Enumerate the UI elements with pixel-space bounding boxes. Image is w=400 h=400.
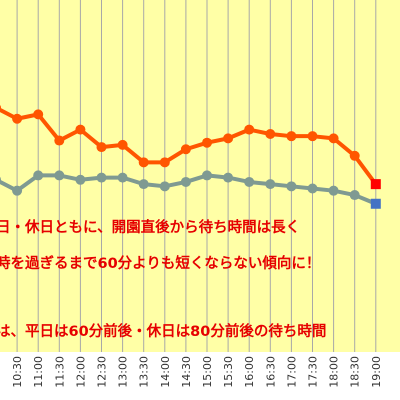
data-point (33, 170, 44, 181)
data-point (54, 135, 65, 146)
x-tick-label: 11:30 (53, 356, 66, 388)
data-point (117, 139, 128, 150)
x-tick-label: 15:30 (222, 356, 235, 388)
x-tick-label: 18:00 (328, 356, 341, 388)
data-point (117, 172, 128, 183)
data-point (159, 157, 170, 168)
end-marker-group (370, 179, 381, 209)
series-group (0, 104, 378, 206)
data-point (244, 176, 255, 187)
data-point (349, 190, 360, 201)
data-point (159, 181, 170, 192)
data-point (33, 109, 44, 120)
data-point (244, 124, 255, 135)
series-2 (0, 170, 378, 206)
x-tick-label: 18:30 (349, 356, 362, 388)
data-point (180, 176, 191, 187)
x-tick-label: 17:00 (285, 356, 298, 388)
annotation-line-1: 日・休日ともに、開園直後から待ち時間は長く (0, 218, 300, 236)
annotation-group: 日・休日ともに、開園直後から待ち時間は長く 時を過ぎるまで60分よりも短くならな… (0, 218, 326, 340)
data-point (75, 174, 86, 185)
data-point (96, 172, 107, 183)
data-point (202, 137, 212, 148)
data-point (138, 179, 149, 190)
data-point (286, 181, 297, 192)
data-point (223, 133, 234, 144)
x-tick-label: 13:00 (117, 356, 130, 388)
end-marker (370, 179, 381, 190)
data-point (0, 104, 1, 111)
data-point (349, 150, 360, 161)
data-point (307, 131, 318, 142)
data-point (265, 129, 276, 139)
data-point (0, 176, 1, 183)
x-tick-label: 17:30 (307, 356, 320, 388)
x-tick-label: 14:00 (159, 356, 172, 388)
data-point (328, 185, 339, 196)
x-tick-label: 12:30 (96, 356, 109, 388)
x-tick-label: 10:30 (11, 356, 24, 388)
data-point (96, 142, 107, 153)
annotation-line-2: 時を過ぎるまで60分よりも短くならない傾向に！ (0, 254, 320, 272)
data-point (75, 124, 86, 135)
x-tick-label: 12:00 (74, 356, 87, 388)
x-tick-label: 19:00 (370, 356, 383, 388)
data-point (286, 131, 297, 142)
data-point (12, 113, 23, 124)
data-point (138, 157, 149, 168)
data-point (328, 133, 339, 144)
annotation-line-3: は、平日は60分前後・休日は80分前後の待ち時間 (0, 322, 326, 340)
data-point (12, 185, 23, 196)
data-point (54, 170, 65, 181)
x-tick-label: 16:00 (243, 356, 256, 388)
data-point (202, 170, 212, 181)
data-point (307, 183, 318, 194)
data-point (265, 179, 276, 190)
x-axis-ticks: 10:00 10:30 11:00 11:30 12:00 12:30 13:00 13:30… (0, 356, 383, 388)
x-tick-label: 16:30 (264, 356, 277, 388)
x-tick-label: 10:00 (0, 356, 3, 388)
x-tick-label: 11:00 (32, 356, 45, 388)
x-tick-label: 13:30 (138, 356, 151, 388)
x-tick-label: 14:30 (180, 356, 193, 388)
series-1 (0, 104, 378, 187)
end-marker (370, 198, 381, 209)
data-point (180, 144, 191, 155)
x-tick-label: 15:00 (201, 356, 214, 388)
data-point (223, 172, 234, 183)
